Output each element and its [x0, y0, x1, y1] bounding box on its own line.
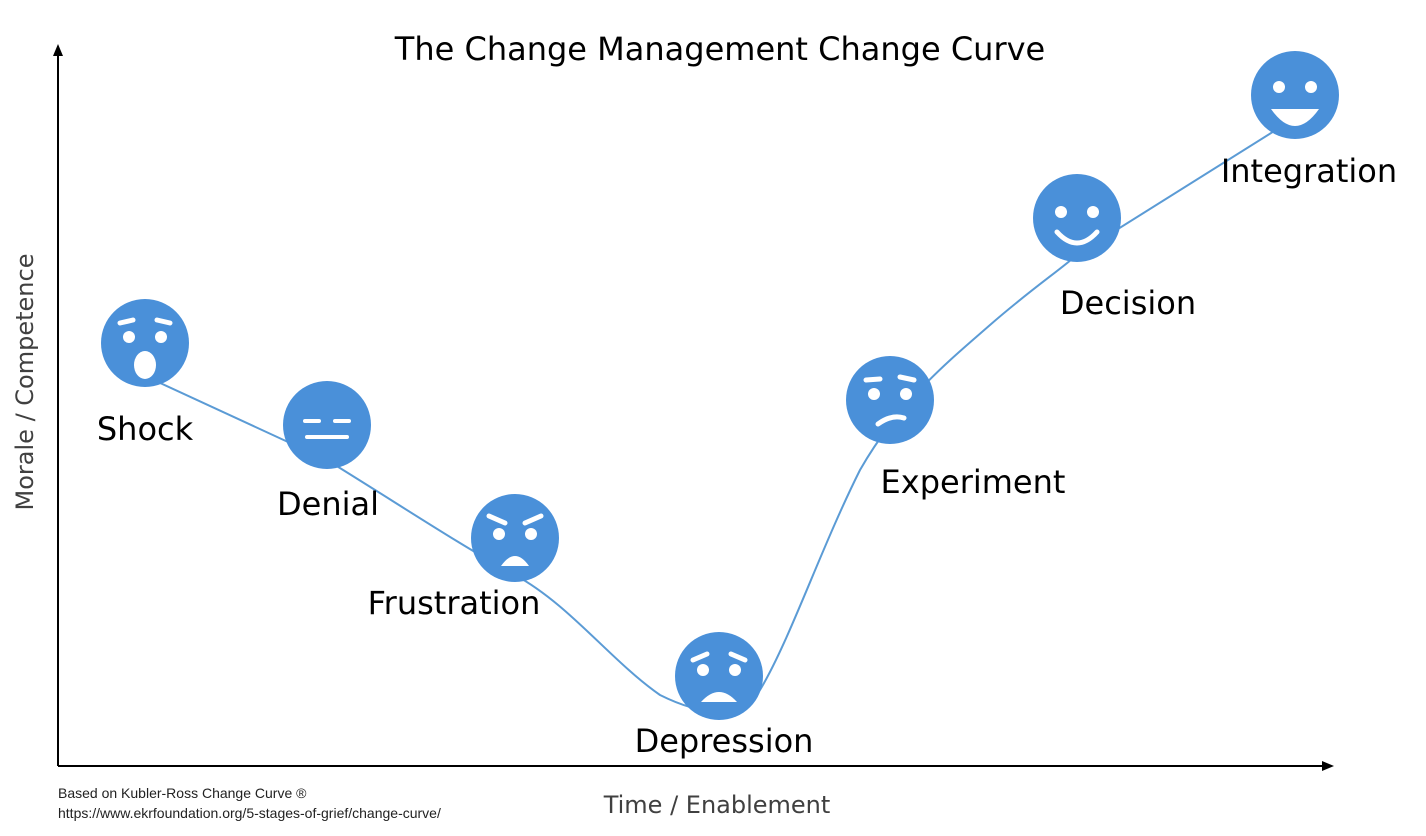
face-shock — [101, 299, 189, 387]
face-frustration — [471, 494, 559, 582]
sad-face-icon — [675, 632, 763, 720]
face-depression — [675, 632, 763, 720]
stage-label-decision: Decision — [1060, 284, 1196, 322]
neutral-face-icon — [283, 381, 371, 469]
face-experiment — [846, 356, 934, 444]
stage-label-frustration: Frustration — [368, 584, 541, 622]
face-decision — [1033, 174, 1121, 262]
confused-face-icon — [846, 356, 934, 444]
source-note-line1: Based on Kubler-Ross Change Curve ® — [58, 785, 307, 801]
source-note-url: https://www.ekrfoundation.org/5-stages-o… — [58, 805, 441, 821]
face-denial — [283, 381, 371, 469]
x-axis-arrow-icon — [1322, 761, 1334, 771]
stage-label-integration: Integration — [1221, 152, 1397, 190]
y-axis-arrow-icon — [53, 44, 63, 56]
face-integration — [1251, 51, 1339, 139]
diagram-title: The Change Management Change Curve — [394, 30, 1045, 68]
stage-label-shock: Shock — [97, 410, 194, 448]
shocked-face-icon — [101, 299, 189, 387]
grinning-face-icon — [1251, 51, 1339, 139]
x-axis-label: Time / Enablement — [603, 791, 831, 819]
angry-face-icon — [471, 494, 559, 582]
stage-label-denial: Denial — [277, 485, 379, 523]
stage-label-experiment: Experiment — [881, 463, 1066, 501]
axes — [53, 44, 1334, 771]
y-axis-label: Morale / Competence — [11, 254, 39, 511]
stage-label-depression: Depression — [635, 722, 814, 760]
smiling-face-icon — [1033, 174, 1121, 262]
